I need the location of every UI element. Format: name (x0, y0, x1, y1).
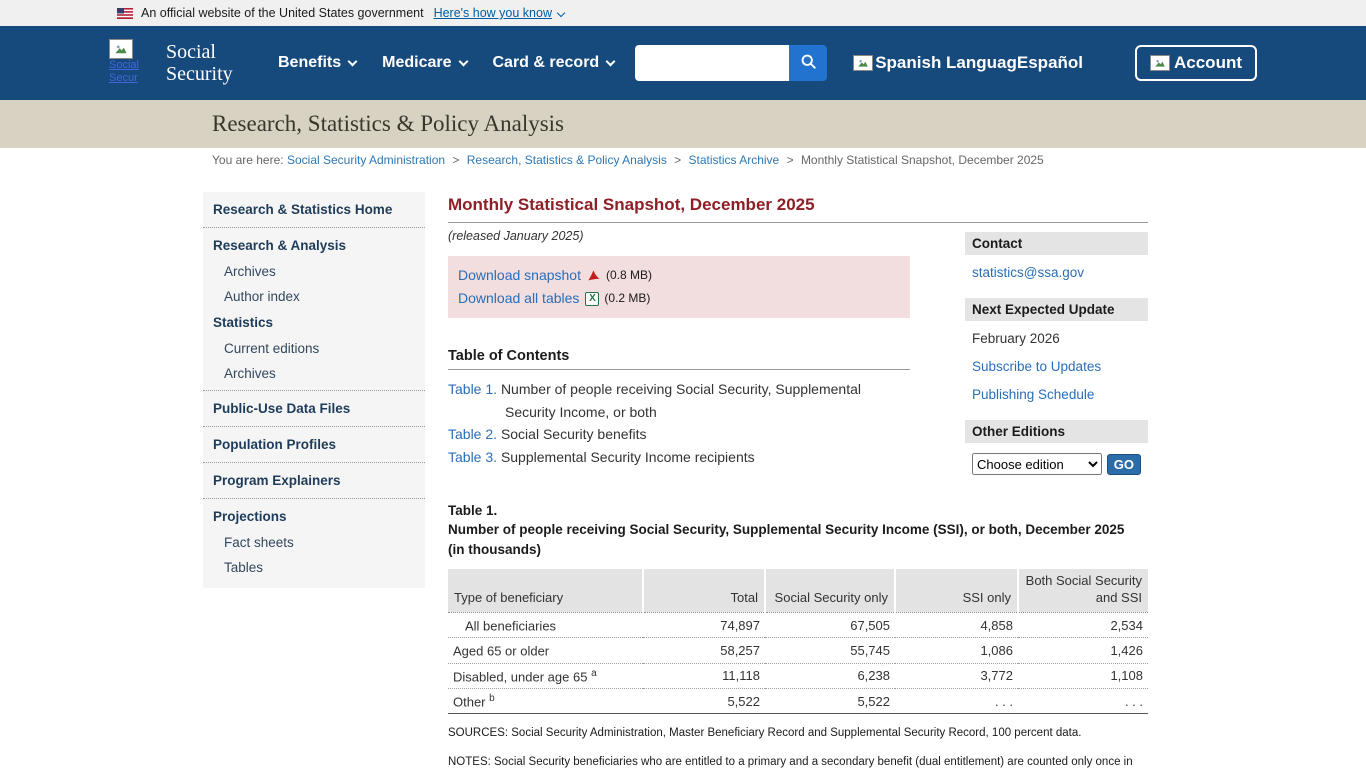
sidebar-item-archives[interactable]: Archives (224, 264, 276, 279)
sidebar-item-statistics[interactable]: Statistics (213, 315, 274, 330)
table-of-contents: Table of Contents Table 1. Number of peo… (448, 348, 910, 469)
sidebar-item-tables[interactable]: Tables (224, 560, 264, 575)
excel-icon: X (585, 291, 600, 306)
sidebar-item-public-use-data-files[interactable]: Public-Use Data Files (213, 401, 351, 416)
chevron-down-icon (347, 56, 358, 66)
sidebar-item-research-analysis[interactable]: Research & Analysis (213, 238, 347, 253)
nav-item-benefits[interactable]: Benefits (278, 54, 358, 72)
spanish-alt-text: Spanish Languag (875, 53, 1017, 72)
toc-item-2: Table 2. Social Security benefits (448, 426, 647, 443)
espanol-label: Español (1016, 53, 1084, 72)
toc-link-table3[interactable]: Table 3. (448, 449, 498, 466)
section-title: Research, Statistics & Policy Analysis (212, 111, 564, 136)
sidebar-item-archives-2[interactable]: Archives (224, 366, 276, 381)
edition-select[interactable]: Choose edition (972, 453, 1102, 475)
section-banner: Research, Statistics & Policy Analysis (0, 100, 1366, 148)
table-row: All beneficiaries 74,897 67,505 4,858 2,… (448, 612, 1148, 639)
column-header: Social Security only (764, 569, 895, 613)
spanish-language-link[interactable]: Spanish Languag Español (853, 53, 1083, 73)
file-size: (0.8 MB) (605, 268, 652, 282)
breadcrumb: You are here: Social Security Administra… (212, 153, 1044, 167)
logo-alt-text: Social Secur (109, 59, 139, 84)
toc-item-3: Table 3. Supplemental Security Income re… (448, 449, 755, 466)
table-sources: SOURCES: Social Security Administration,… (448, 727, 1082, 740)
gov-banner-text: An official website of the United States… (141, 6, 424, 20)
us-flag-icon (117, 7, 133, 19)
table-row: Other b 5,522 5,522 . . . . . . (448, 688, 1148, 715)
breadcrumb-link-rspa[interactable]: Research, Statistics & Policy Analysis (466, 153, 667, 167)
search-input[interactable] (635, 45, 790, 81)
table-header-row: Type of beneficiary Total Social Securit… (448, 569, 1148, 613)
search-button[interactable] (789, 45, 828, 81)
breadcrumb-link-statistics-archive[interactable]: Statistics Archive (688, 153, 780, 167)
ssa-wordmark[interactable]: Social Security (166, 41, 233, 85)
table1-caption: Number of people receiving Social Securi… (448, 521, 1125, 557)
sidebar-item-author-index[interactable]: Author index (224, 289, 300, 304)
toc-heading: Table of Contents (448, 348, 910, 370)
sidebar-item-current-editions[interactable]: Current editions (224, 341, 320, 356)
table1: Type of beneficiary Total Social Securit… (448, 569, 1148, 715)
chevron-down-icon (458, 56, 468, 66)
download-box: Download snapshot (0.8 MB) Download all … (448, 256, 910, 318)
sidebar-item-projections[interactable]: Projections (213, 509, 287, 524)
column-header: Both Social Security and SSI (1017, 569, 1148, 613)
spanish-language-icon-broken-image (853, 55, 874, 71)
column-header: Total (642, 569, 765, 613)
download-all-tables-link[interactable]: Download all tables (458, 290, 580, 306)
sidebar-item-fact-sheets[interactable]: Fact sheets (224, 535, 294, 550)
account-icon-broken-image (1150, 55, 1170, 71)
ssa-logo-broken-image[interactable]: Social Secur (109, 39, 157, 87)
toc-item-1: Table 1. Number of people receiving Soci… (448, 381, 861, 420)
table1-label: Table 1. (448, 502, 498, 518)
contact-heading: Contact (965, 232, 1148, 255)
toc-link-table2[interactable]: Table 2. (448, 426, 498, 443)
go-button[interactable]: GO (1106, 453, 1141, 475)
nav-item-medicare[interactable]: Medicare (382, 54, 468, 72)
table-row: Aged 65 or older 58,257 55,745 1,086 1,4… (448, 637, 1148, 664)
chevron-down-icon (556, 8, 566, 18)
column-header: SSI only (894, 569, 1018, 613)
gov-banner: An official website of the United States… (0, 0, 1366, 26)
chevron-down-icon (605, 56, 616, 66)
table-row: Disabled, under age 65 a 11,118 6,238 3,… (448, 663, 1148, 689)
table-notes: NOTES: Social Security beneficiaries who… (448, 755, 1133, 768)
file-size: (0.2 MB) (604, 291, 651, 305)
search-group (635, 45, 828, 81)
publishing-schedule-link[interactable]: Publishing Schedule (972, 387, 1095, 402)
nav-item-card-record[interactable]: Card & record (493, 54, 616, 72)
how-you-know-link[interactable]: Here's how you know (433, 6, 552, 20)
account-button[interactable]: Account (1135, 45, 1257, 81)
contact-email-link[interactable]: statistics@ssa.gov (972, 265, 1084, 280)
search-icon (800, 53, 817, 73)
left-sidebar: Research & Statistics Home Research & An… (203, 192, 425, 588)
toc-link-table1[interactable]: Table 1. (448, 381, 498, 397)
breadcrumb-link-ssa[interactable]: Social Security Administration (286, 153, 446, 167)
breadcrumb-current: Monthly Statistical Snapshot, December 2… (800, 153, 1044, 167)
next-update-heading: Next Expected Update (965, 298, 1148, 321)
next-update-date: February 2026 (972, 331, 1060, 346)
table1-section: Table 1. Number of people receiving Soci… (448, 503, 1148, 768)
other-editions-heading: Other Editions (965, 420, 1148, 443)
released-date: (released January 2025) (448, 229, 584, 243)
download-snapshot-link[interactable]: Download snapshot (458, 267, 581, 283)
sidebar-item-program-explainers[interactable]: Program Explainers (213, 473, 341, 488)
pdf-icon (587, 269, 601, 283)
subscribe-updates-link[interactable]: Subscribe to Updates (972, 359, 1102, 374)
column-header: Type of beneficiary (448, 569, 643, 613)
breadcrumb-prefix: You are here: (212, 153, 284, 167)
page-title: Monthly Statistical Snapshot, December 2… (448, 195, 1148, 223)
main-navbar: Social Secur Social Security Benefits Me… (0, 26, 1366, 100)
right-sidebar: Contact statistics@ssa.gov Next Expected… (965, 232, 1148, 493)
sidebar-item-population-profiles[interactable]: Population Profiles (213, 437, 337, 452)
sidebar-item-research-statistics-home[interactable]: Research & Statistics Home (213, 202, 393, 217)
broken-image-icon (109, 39, 133, 59)
